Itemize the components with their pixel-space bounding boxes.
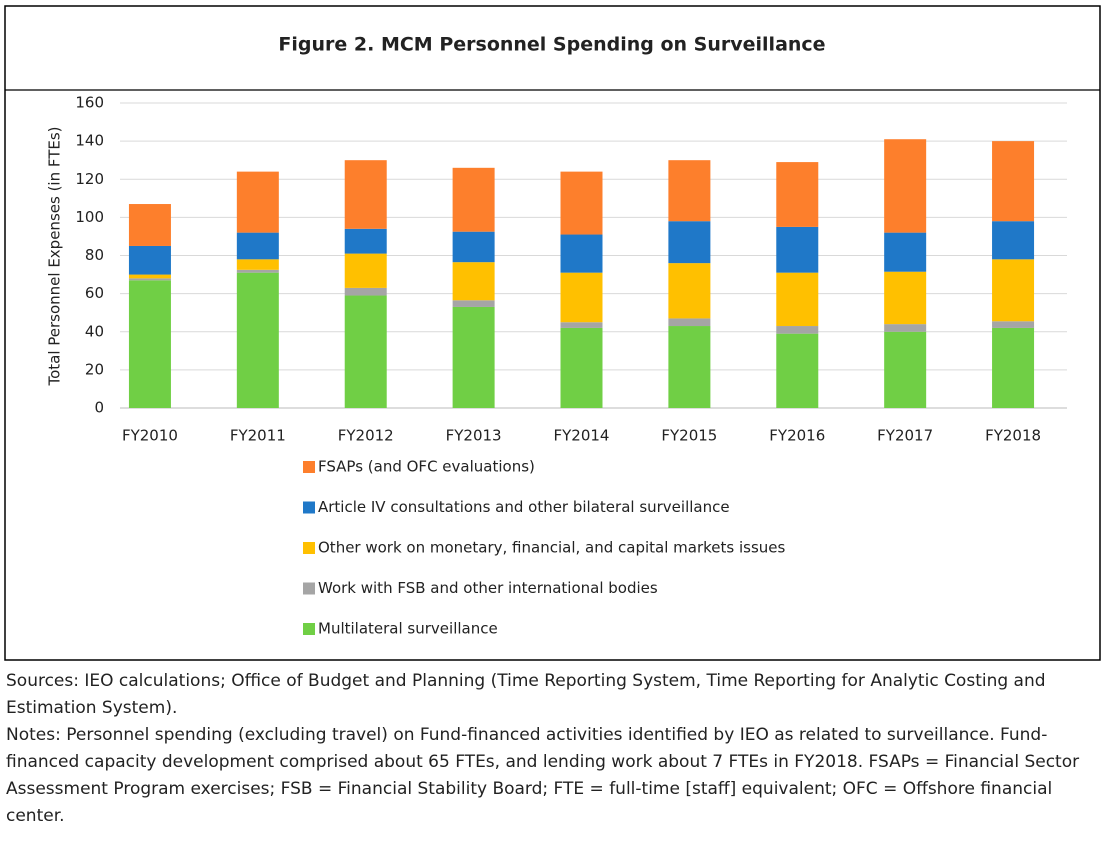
bar-segment (992, 221, 1035, 260)
bar-segment (668, 326, 711, 408)
bar-segment (560, 171, 603, 235)
chart-title: Figure 2. MCM Personnel Spending on Surv… (278, 34, 825, 56)
y-axis-label: Total Personnel Expenses (in FTEs) (46, 126, 64, 386)
bar-segment (560, 234, 603, 273)
bar-segment (668, 263, 711, 319)
notes-text: Notes: Personnel spending (excluding tra… (6, 725, 1080, 826)
bar-segment (884, 271, 927, 325)
x-tick-label: FY2015 (661, 427, 717, 445)
bar-segment (884, 331, 927, 408)
bar-segment (668, 318, 711, 327)
bar-segment (776, 326, 819, 334)
x-tick-label: FY2010 (122, 427, 178, 445)
bar-segment (344, 287, 387, 296)
bar-segment (884, 139, 927, 233)
y-tick-label: 140 (75, 132, 104, 150)
bar-segment (128, 278, 171, 281)
bar-segment (236, 269, 279, 273)
bar-segment (560, 327, 603, 408)
bar-segment (452, 167, 495, 232)
bar-segment (992, 259, 1035, 322)
legend-label: Article IV consultations and other bilat… (318, 498, 730, 516)
bar-segment (452, 262, 495, 301)
y-tick-label: 160 (75, 94, 104, 112)
bar-segment (236, 272, 279, 408)
y-tick-label: 100 (75, 208, 104, 226)
y-tick-label: 120 (75, 170, 104, 188)
bar-segment (344, 228, 387, 254)
y-tick-label: 0 (94, 399, 104, 417)
x-tick-label: FY2017 (877, 427, 933, 445)
bar-segment (884, 232, 927, 272)
legend-label: Other work on monetary, financial, and c… (318, 539, 785, 557)
chart: Figure 2. MCM Personnel Spending on Surv… (4, 5, 1101, 661)
bar-segment (560, 272, 603, 323)
bar-segment (128, 280, 171, 408)
bar-segment (776, 333, 819, 408)
legend-swatch (303, 623, 315, 635)
bar-segment (344, 253, 387, 288)
bar-segment (452, 300, 495, 307)
bar-segment (992, 321, 1035, 328)
bar-segment (236, 232, 279, 260)
y-tick-label: 80 (85, 246, 104, 264)
bar-segment (452, 231, 495, 263)
bar-segment (128, 274, 171, 279)
notes: Sources: IEO calculations; Office of Bud… (6, 668, 1086, 830)
legend-swatch (303, 542, 315, 554)
x-tick-label: FY2013 (446, 427, 502, 445)
x-tick-label: FY2011 (230, 427, 286, 445)
bar-segment (560, 322, 603, 328)
bar-segment (128, 204, 171, 246)
bar-segment (344, 295, 387, 408)
legend-label: FSAPs (and OFC evaluations) (318, 458, 535, 476)
bar-segment (992, 327, 1035, 408)
legend-label: Work with FSB and other international bo… (318, 579, 658, 597)
sources: Sources: IEO calculations; Office of Bud… (6, 671, 1046, 718)
legend-swatch (303, 461, 315, 473)
y-tick-label: 60 (85, 284, 104, 302)
y-tick-label: 40 (85, 322, 104, 340)
bar-segment (992, 141, 1035, 222)
x-tick-label: FY2016 (769, 427, 825, 445)
x-tick-label: FY2014 (554, 427, 610, 445)
legend-swatch (303, 501, 315, 514)
legend-swatch (303, 582, 315, 595)
bar-segment (776, 226, 819, 273)
bar-segment (128, 245, 171, 275)
bar-segment (884, 324, 927, 332)
frame (4, 5, 1101, 661)
y-tick-label: 20 (85, 360, 104, 378)
x-tick-label: FY2018 (985, 427, 1041, 445)
bar-segment (236, 259, 279, 270)
bar-segment (452, 306, 495, 408)
legend-label: Multilateral surveillance (318, 620, 498, 638)
bar-segment (344, 160, 387, 229)
bar-segment (776, 162, 819, 227)
bar-segment (236, 171, 279, 233)
bar-segment (668, 221, 711, 264)
bar-segment (776, 272, 819, 327)
bar-segment (668, 160, 711, 222)
x-tick-label: FY2012 (338, 427, 394, 445)
